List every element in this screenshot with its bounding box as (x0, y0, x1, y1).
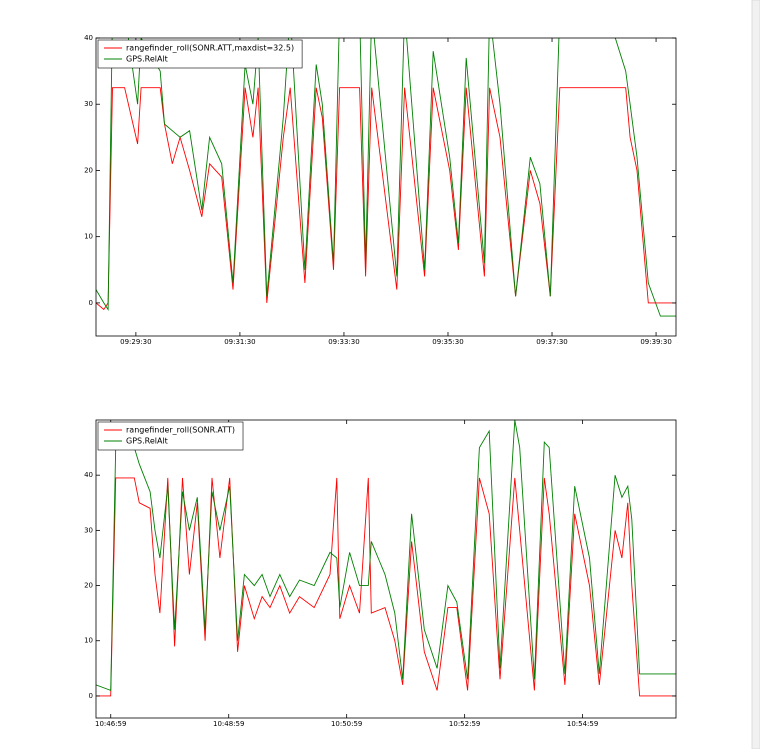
x-tick-label: 10:54:59 (567, 720, 598, 728)
x-tick-label: 09:37:30 (536, 338, 567, 346)
y-tick-label: 0 (89, 692, 93, 700)
series-line (96, 477, 676, 697)
legend-box (97, 421, 244, 451)
y-tick-label: 10 (84, 637, 93, 645)
plot (96, 38, 676, 317)
legend-label: GPS.RelAlt (126, 437, 168, 446)
y-tick-label: 40 (84, 34, 93, 42)
legend-label: rangefinder_roll(SONR.ATT) (126, 426, 235, 435)
y-tick-label: 40 (84, 471, 93, 479)
x-tick-label: 09:33:30 (328, 338, 359, 346)
x-tick-label: 09:31:30 (224, 338, 255, 346)
x-tick-label: 10:50:59 (331, 720, 362, 728)
y-tick-label: 20 (84, 582, 93, 590)
x-tick-label: 09:29:30 (120, 338, 151, 346)
legend-box (97, 39, 303, 69)
plot-frame (95, 419, 677, 719)
plot (96, 420, 676, 697)
legend: rangefinder_roll(SONR.ATT) GPS.RelAlt (97, 421, 244, 451)
y-tick-label: 20 (84, 166, 93, 174)
legend-label: rangefinder_roll(SONR.ATT,maxdist=32.5) (126, 44, 294, 53)
legend-label: GPS.RelAlt (126, 55, 168, 64)
plot-frame (95, 37, 677, 337)
x-tick-label: 09:35:30 (432, 338, 463, 346)
y-tick-label: 10 (84, 233, 93, 241)
scrollbar (751, 0, 760, 750)
x-tick-label: 10:48:59 (213, 720, 244, 728)
y-tick-label: 30 (84, 526, 93, 534)
series-line (96, 87, 676, 311)
y-tick-label: 30 (84, 100, 93, 108)
series-line (96, 38, 676, 317)
legend: rangefinder_roll(SONR.ATT,maxdist=32.5) G… (97, 39, 303, 69)
y-tick-label: 0 (89, 299, 93, 307)
series-line (96, 420, 676, 692)
x-tick-label: 09:39:30 (640, 338, 671, 346)
x-tick-label: 10:52:59 (449, 720, 480, 728)
x-tick-label: 10:46:59 (95, 720, 126, 728)
